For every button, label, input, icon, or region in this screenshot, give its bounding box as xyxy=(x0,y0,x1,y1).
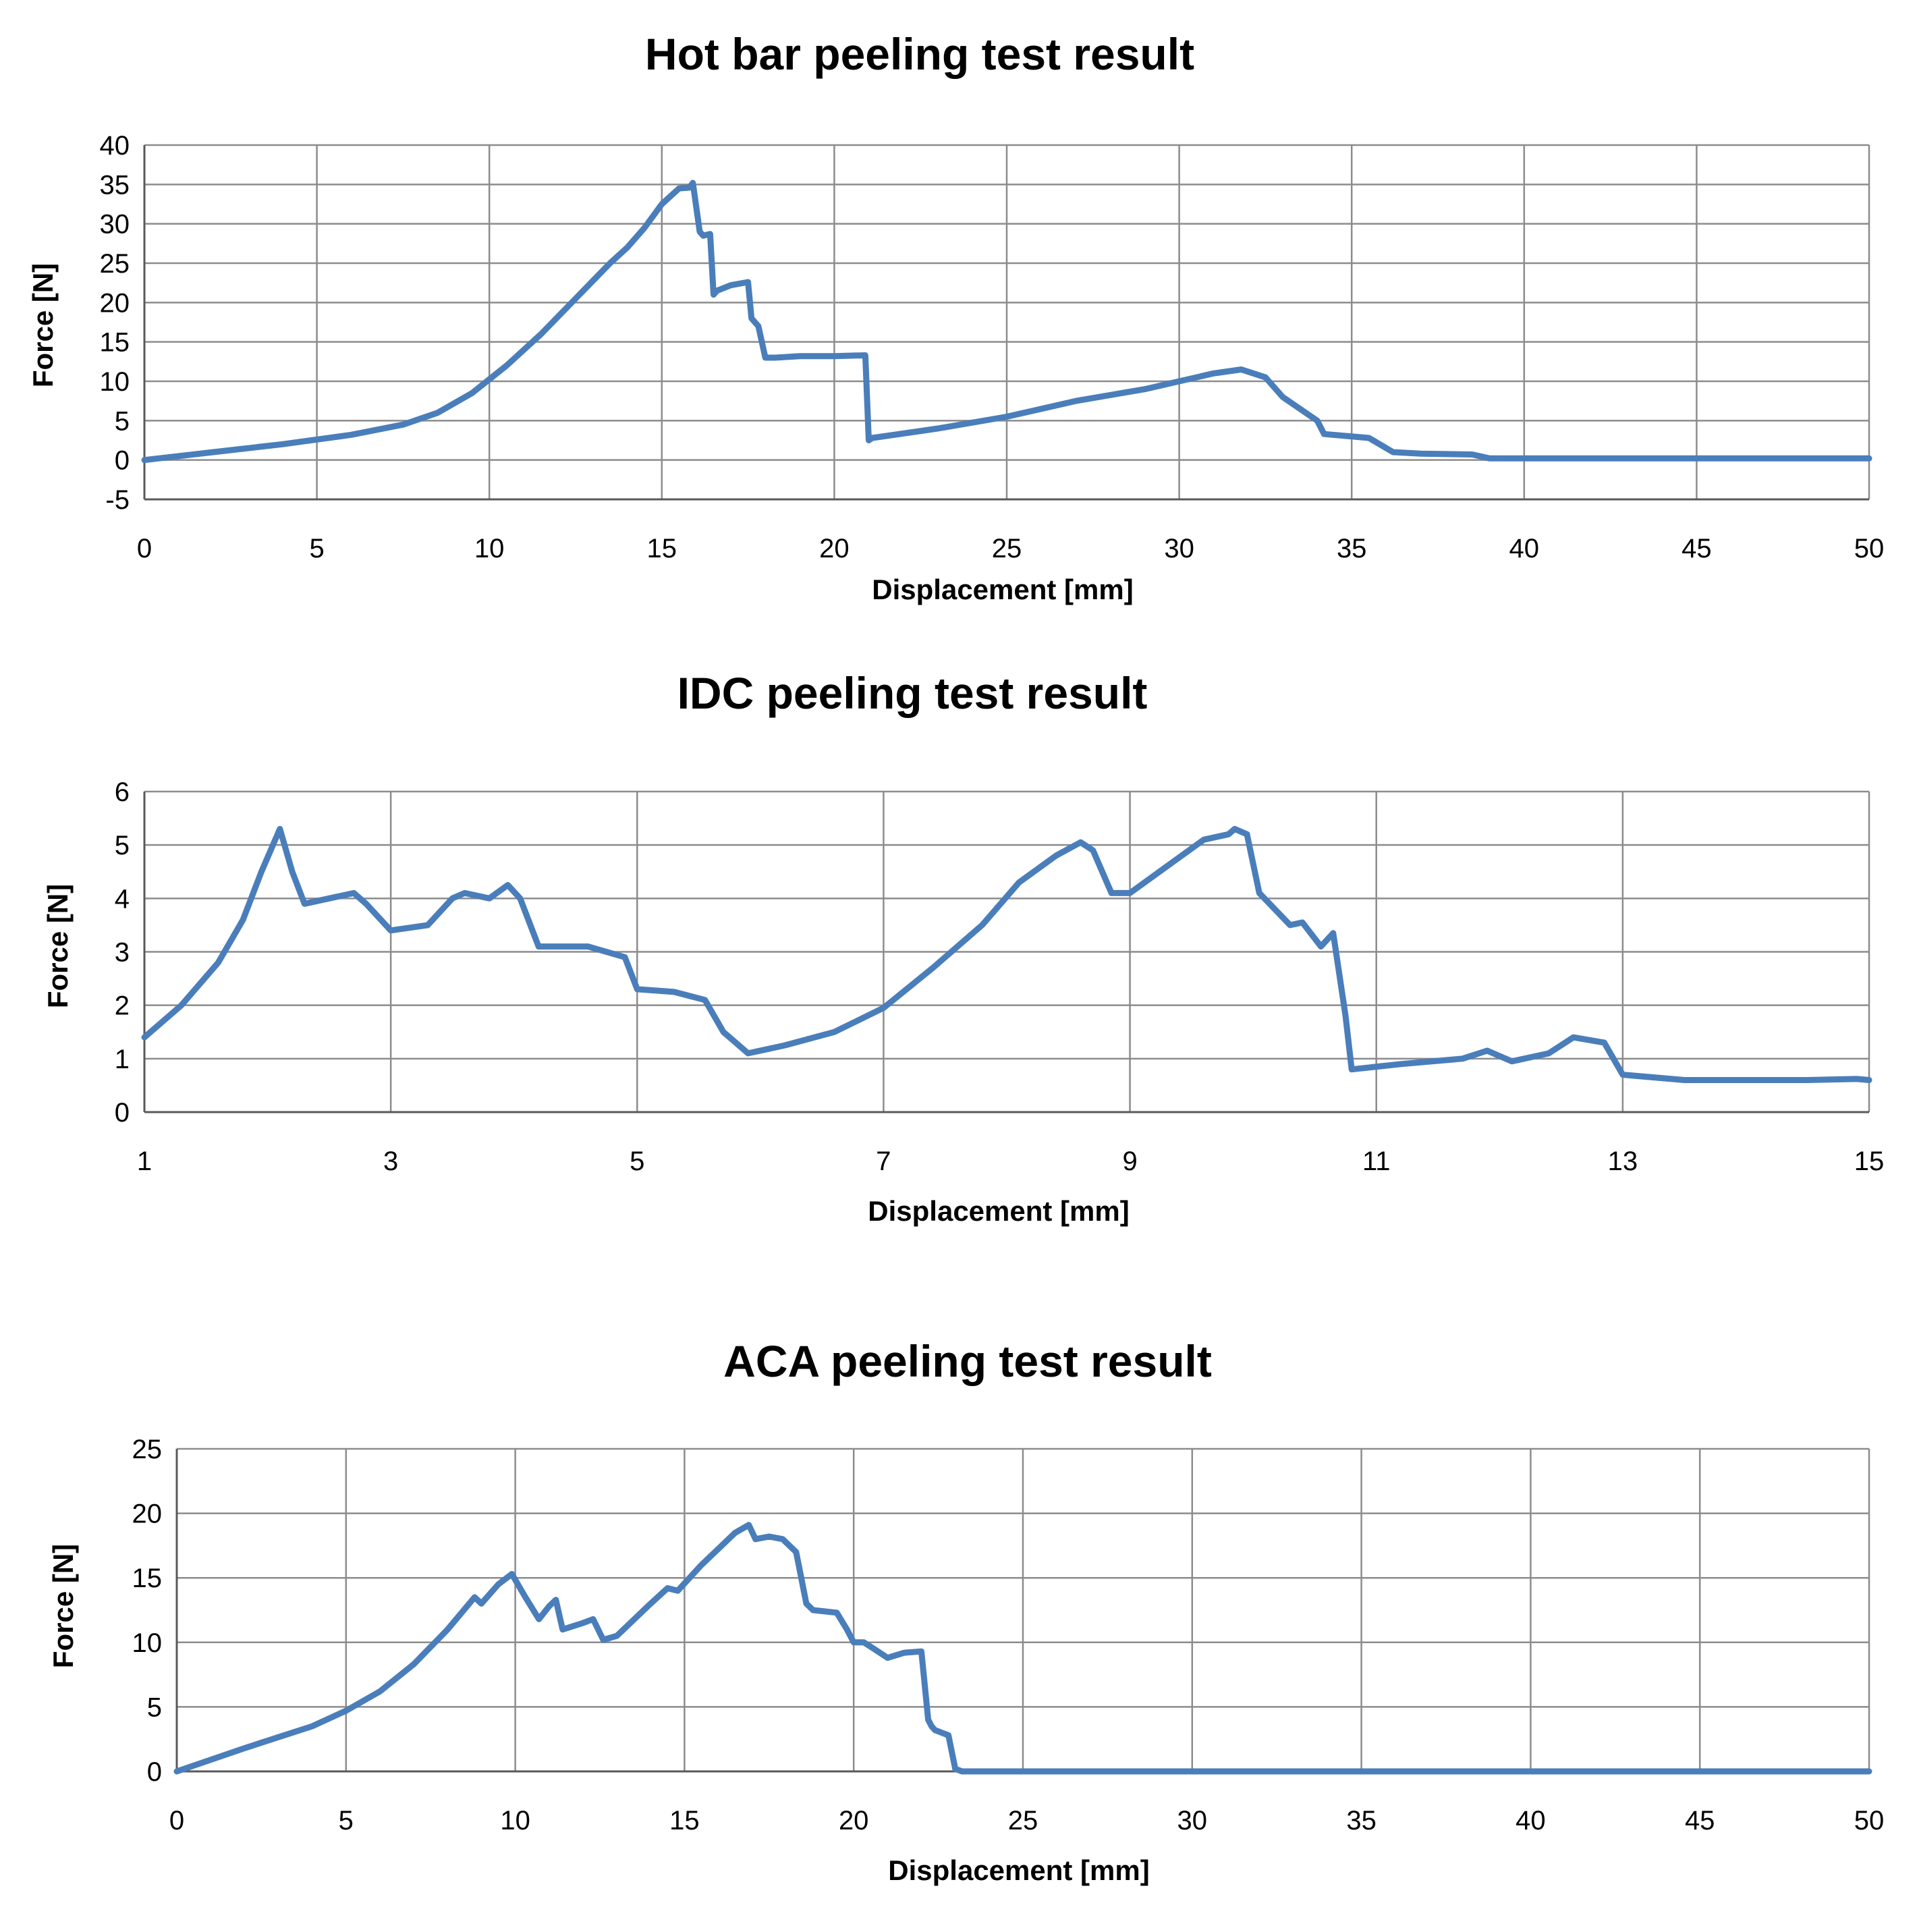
y-tick-label: 3 xyxy=(115,938,130,968)
gridlines xyxy=(175,1447,1870,1773)
x-tick-label: 1 xyxy=(137,1147,152,1176)
x-tick-label: 15 xyxy=(669,1806,700,1836)
y-tick-label: 10 xyxy=(132,1628,163,1658)
x-tick-label: 7 xyxy=(876,1147,891,1176)
x-tick-label: 30 xyxy=(1164,534,1194,563)
y-tick-label: 0 xyxy=(115,1098,130,1128)
x-tick-label: 5 xyxy=(339,1806,354,1836)
x-tick-label: 10 xyxy=(500,1806,530,1836)
y-tick-label: 0 xyxy=(147,1757,162,1787)
y-tick-label: 5 xyxy=(115,831,130,860)
y-tick-label: 2 xyxy=(115,991,130,1021)
y-tick-labels: 0 1 2 3 4 5 6 xyxy=(115,777,130,1128)
series-line-force xyxy=(141,180,1872,464)
series-layer xyxy=(141,180,1872,464)
x-tick-labels: 0 5 10 15 20 25 30 35 40 45 50 xyxy=(169,1806,1884,1836)
x-tick-label: 20 xyxy=(819,534,850,563)
series-line-force xyxy=(141,825,1872,1083)
x-tick-label: 30 xyxy=(1177,1806,1208,1836)
chart-aca: ACA peeling test result 0 5 10 15 20 25 0 5 10 1… xyxy=(47,1336,1884,1886)
x-tick-label: 9 xyxy=(1122,1147,1137,1176)
y-tick-label: 5 xyxy=(115,406,130,436)
y-tick-label: -5 xyxy=(105,485,130,515)
chart-title: Hot bar peeling test result xyxy=(645,29,1194,79)
y-tick-label: 20 xyxy=(132,1499,163,1529)
x-tick-label: 45 xyxy=(1682,534,1712,563)
y-axis-label: Force [N] xyxy=(47,1544,79,1668)
gridlines xyxy=(143,144,1870,501)
y-tick-label: 30 xyxy=(100,210,130,240)
x-tick-label: 3 xyxy=(383,1147,398,1176)
x-tick-label: 0 xyxy=(169,1806,184,1836)
x-tick-label: 25 xyxy=(1008,1806,1038,1836)
y-tick-label: 4 xyxy=(115,884,130,914)
x-axis-label: Displacement [mm] xyxy=(872,574,1133,605)
chart-title: ACA peeling test result xyxy=(723,1336,1212,1386)
y-tick-label: 6 xyxy=(115,777,130,807)
x-tick-label: 5 xyxy=(630,1147,644,1176)
series-layer xyxy=(173,1522,1872,1775)
x-tick-label: 35 xyxy=(1337,534,1367,563)
x-tick-label: 45 xyxy=(1685,1806,1715,1836)
x-axis-label: Displacement [mm] xyxy=(868,1195,1129,1227)
x-tick-label: 35 xyxy=(1346,1806,1377,1836)
y-tick-label: 25 xyxy=(100,249,130,279)
y-axis-label: Force [N] xyxy=(42,884,74,1008)
x-tick-label: 13 xyxy=(1608,1147,1638,1176)
x-tick-label: 25 xyxy=(992,534,1022,563)
gridlines xyxy=(143,790,1870,1113)
y-tick-label: 25 xyxy=(132,1435,163,1464)
chart-title: IDC peeling test result xyxy=(677,668,1148,718)
y-tick-label: 20 xyxy=(100,288,130,318)
y-tick-label: 5 xyxy=(147,1692,162,1722)
y-tick-label: 0 xyxy=(115,446,130,476)
y-tick-label: 1 xyxy=(115,1045,130,1074)
x-tick-label: 15 xyxy=(647,534,677,563)
y-tick-label: 35 xyxy=(100,170,130,200)
x-tick-label: 11 xyxy=(1362,1147,1391,1176)
x-tick-label: 50 xyxy=(1854,534,1885,563)
x-tick-label: 0 xyxy=(137,534,152,563)
y-tick-label: 15 xyxy=(100,328,130,358)
x-tick-label: 50 xyxy=(1854,1806,1885,1836)
axes xyxy=(143,792,1869,1113)
x-tick-label: 40 xyxy=(1516,1806,1546,1836)
x-tick-label: 40 xyxy=(1509,534,1540,563)
y-tick-label: 40 xyxy=(100,131,130,161)
x-tick-labels: 1 3 5 7 9 11 13 15 xyxy=(137,1147,1884,1176)
series-line-force xyxy=(173,1522,1872,1775)
x-tick-label: 20 xyxy=(839,1806,869,1836)
x-tick-label: 15 xyxy=(1854,1147,1885,1176)
x-tick-label: 5 xyxy=(309,534,324,563)
chart-hot-bar: Hot bar peeling test result -50510152025… xyxy=(27,29,1884,605)
y-tick-label: 10 xyxy=(100,367,130,397)
x-tick-label: 10 xyxy=(474,534,505,563)
x-axis-label: Displacement [mm] xyxy=(888,1854,1149,1886)
x-tick-labels: 0 5 10 15 20 25 30 35 40 45 50 xyxy=(137,534,1884,563)
y-tick-labels: 0 5 10 15 20 25 xyxy=(132,1435,163,1787)
y-tick-label: 15 xyxy=(132,1564,163,1593)
y-axis-label: Force [N] xyxy=(27,263,59,387)
axes xyxy=(143,145,1869,501)
y-tick-labels: -5 0 5 10 15 20 25 30 35 40 xyxy=(100,131,130,515)
series-layer xyxy=(141,825,1872,1083)
